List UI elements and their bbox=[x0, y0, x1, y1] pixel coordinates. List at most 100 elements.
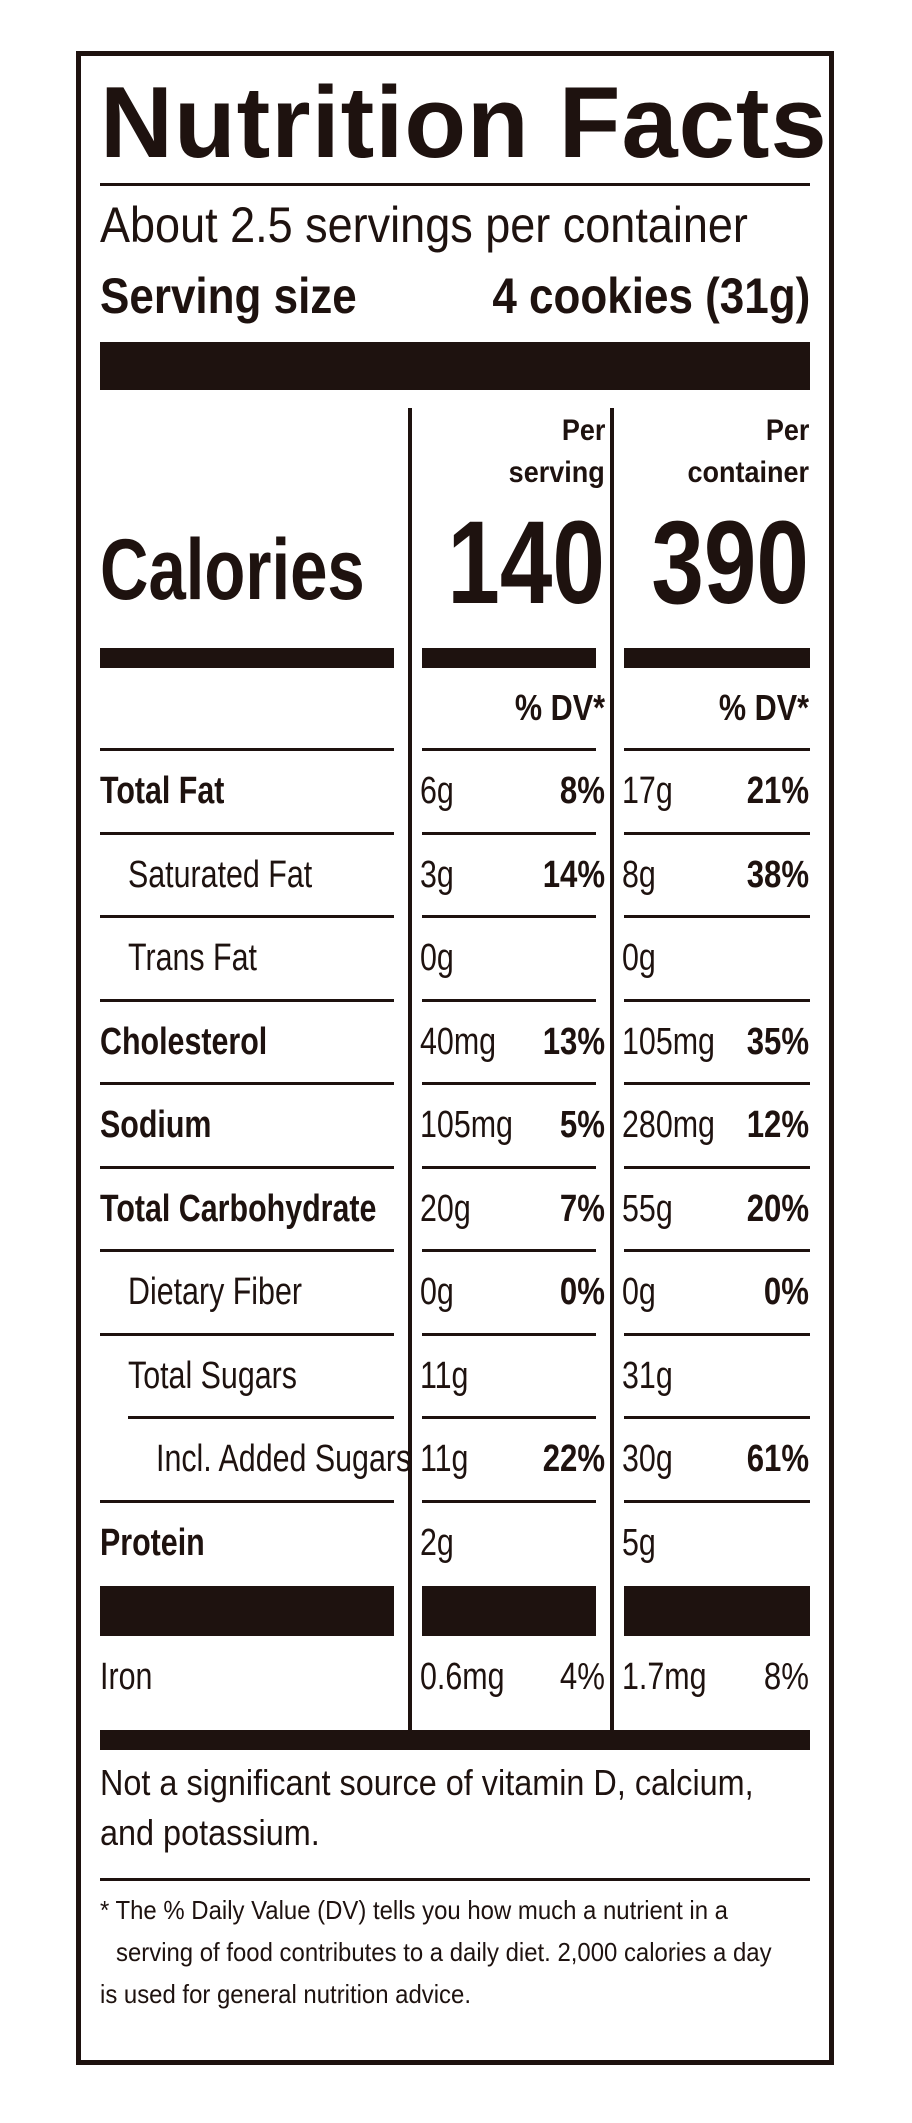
column-divider-1 bbox=[408, 408, 412, 1734]
nutrient-name: Total Sugars bbox=[128, 1354, 297, 1397]
nutrient-name: Protein bbox=[100, 1521, 205, 1564]
row-rule bbox=[624, 831, 810, 835]
serving-amount: 11g bbox=[420, 1438, 469, 1480]
serving-amount: 6g bbox=[420, 770, 454, 812]
calories-bar-label bbox=[100, 648, 394, 668]
thick-rule-top bbox=[100, 342, 810, 390]
row-rule bbox=[624, 1165, 810, 1169]
calories-bar-col2 bbox=[624, 648, 810, 668]
serving-dv: 0% bbox=[559, 1271, 605, 1313]
nutrient-name: Incl. Added Sugars bbox=[156, 1438, 412, 1480]
serving-amount: 3g bbox=[420, 853, 454, 896]
calories-per-container: 390 bbox=[651, 497, 809, 629]
serving-dv: 14% bbox=[542, 853, 605, 896]
row-rule bbox=[624, 1499, 810, 1503]
container-amount: 280mg bbox=[622, 1104, 715, 1146]
container-amount: 105mg bbox=[622, 1020, 715, 1063]
container-amount: 0g bbox=[622, 937, 656, 979]
row-rule bbox=[624, 998, 810, 1002]
row-rule bbox=[422, 1082, 596, 1085]
serving-amount: 40mg bbox=[420, 1020, 497, 1063]
column-divider-2 bbox=[610, 408, 614, 1734]
nutrient-name: Sodium bbox=[100, 1104, 212, 1146]
footnote-rule bbox=[100, 1878, 810, 1881]
title-rule bbox=[100, 183, 810, 186]
nutrient-name: Total Carbohydrate bbox=[100, 1187, 377, 1230]
row-rule bbox=[624, 915, 810, 918]
container-dv: 20% bbox=[746, 1187, 809, 1230]
serving-dv: 5% bbox=[559, 1104, 605, 1146]
row-rule bbox=[100, 1249, 394, 1252]
container-amount: 17g bbox=[622, 770, 673, 812]
mineral-container-dv: 8% bbox=[763, 1656, 809, 1698]
container-amount: 8g bbox=[622, 853, 656, 896]
container-dv: 12% bbox=[746, 1104, 809, 1146]
row-rule bbox=[624, 1416, 810, 1419]
row-rule bbox=[100, 831, 394, 835]
calories-per-serving: 140 bbox=[447, 497, 605, 629]
row-rule bbox=[422, 1165, 596, 1169]
row-rule bbox=[422, 998, 596, 1002]
row-rule bbox=[100, 1499, 394, 1503]
row-rule bbox=[128, 1416, 394, 1419]
nutrition-label bbox=[76, 51, 834, 2065]
dv-header-col2: % DV* bbox=[718, 687, 809, 728]
thick-rule-bottom bbox=[100, 1730, 810, 1750]
serving-dv: 13% bbox=[542, 1020, 605, 1063]
row-rule bbox=[100, 1082, 394, 1085]
serving-dv: 22% bbox=[542, 1438, 605, 1480]
mineral-bar-label bbox=[100, 1586, 394, 1636]
container-dv: 0% bbox=[763, 1271, 809, 1313]
row-rule bbox=[100, 998, 394, 1002]
serving-amount: 2g bbox=[420, 1521, 454, 1564]
footnote-line3: is used for general nutrition advice. bbox=[100, 1979, 471, 2009]
serving-amount: 20g bbox=[420, 1187, 471, 1230]
container-amount: 31g bbox=[622, 1354, 673, 1397]
row-rule bbox=[422, 1249, 596, 1252]
serving-amount: 105mg bbox=[420, 1104, 513, 1146]
row-rule bbox=[100, 1165, 394, 1169]
mineral-container-amount: 1.7mg bbox=[622, 1656, 707, 1698]
calories-bar-col1 bbox=[422, 648, 596, 668]
serving-dv: 7% bbox=[559, 1187, 605, 1230]
container-amount: 5g bbox=[622, 1521, 656, 1564]
label-title: Nutrition Facts bbox=[100, 67, 828, 179]
mineral-name: Iron bbox=[100, 1656, 153, 1698]
mineral-serving-amount: 0.6mg bbox=[420, 1656, 505, 1698]
row-rule bbox=[422, 1499, 596, 1503]
container-amount: 55g bbox=[622, 1187, 673, 1230]
container-dv: 35% bbox=[746, 1020, 809, 1063]
mineral-bar-col2 bbox=[624, 1586, 810, 1636]
nutrient-name: Total Fat bbox=[100, 770, 225, 812]
dv-header-col1: % DV* bbox=[514, 687, 605, 728]
col2-header-line2: container bbox=[687, 456, 809, 489]
row-rule bbox=[422, 748, 596, 751]
col1-header-line2: serving bbox=[508, 456, 605, 489]
container-dv: 38% bbox=[746, 853, 809, 896]
row-rule bbox=[100, 748, 394, 751]
row-rule bbox=[422, 1416, 596, 1419]
col1-header-line1: Per bbox=[561, 414, 605, 447]
footnote-line1: * The % Daily Value (DV) tells you how m… bbox=[100, 1895, 728, 1925]
serving-size-value: 4 cookies (31g) bbox=[492, 268, 810, 324]
row-rule bbox=[422, 915, 596, 918]
row-rule bbox=[624, 748, 810, 751]
container-amount: 30g bbox=[622, 1438, 673, 1480]
container-dv: 61% bbox=[746, 1438, 809, 1480]
container-amount: 0g bbox=[622, 1271, 656, 1313]
row-rule bbox=[624, 1332, 810, 1336]
nutrient-name: Dietary Fiber bbox=[128, 1271, 302, 1313]
row-rule bbox=[624, 1249, 810, 1252]
nutrient-name: Trans Fat bbox=[128, 937, 257, 979]
serving-amount: 0g bbox=[420, 1271, 454, 1313]
row-rule bbox=[100, 1332, 394, 1336]
not-significant-line2: and potassium. bbox=[100, 1812, 320, 1853]
col2-header-line1: Per bbox=[765, 414, 809, 447]
servings-per-container: About 2.5 servings per container bbox=[100, 197, 748, 253]
row-rule bbox=[100, 915, 394, 918]
calories-label: Calories bbox=[100, 522, 365, 618]
not-significant-line1: Not a significant source of vitamin D, c… bbox=[100, 1762, 754, 1803]
serving-amount: 0g bbox=[420, 937, 454, 979]
mineral-serving-dv: 4% bbox=[559, 1656, 605, 1698]
row-rule bbox=[422, 831, 596, 835]
